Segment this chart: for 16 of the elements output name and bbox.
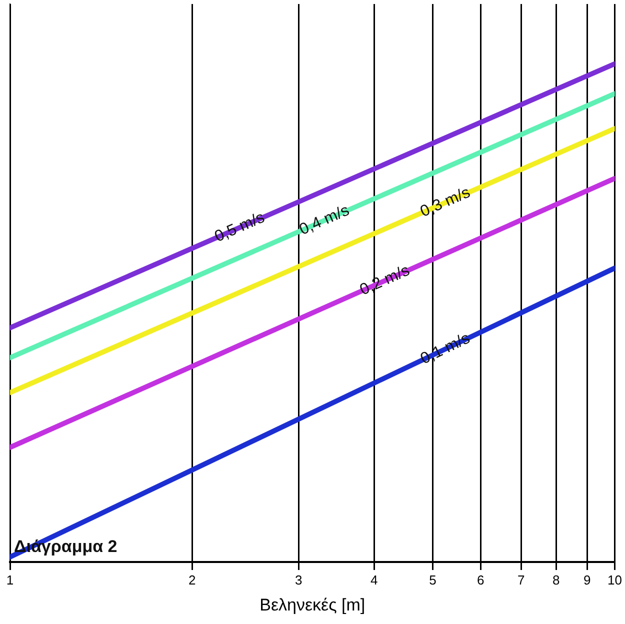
x-tick-label: 2 <box>188 572 196 588</box>
text: 0,5 m/s <box>212 209 268 246</box>
x-tick-label: 4 <box>370 572 378 588</box>
x-tick-label: 6 <box>476 572 484 588</box>
text: 0,4 m/s <box>297 202 352 239</box>
x-tick-label: 3 <box>294 572 302 588</box>
x-tick-label: 1 <box>6 572 14 588</box>
text: 0,2 m/s <box>357 262 412 299</box>
text: 0,3 m/s <box>418 184 473 221</box>
x-axis-title: Βεληνεκές [m] <box>260 595 366 614</box>
x-tick-label: 9 <box>583 572 591 588</box>
x-tick-label: 5 <box>429 572 436 588</box>
x-tick-label: 7 <box>517 572 525 588</box>
x-tick-label: 8 <box>552 572 560 588</box>
x-tick-label: 10 <box>608 572 622 588</box>
text: 0,1 m/s <box>418 330 473 368</box>
